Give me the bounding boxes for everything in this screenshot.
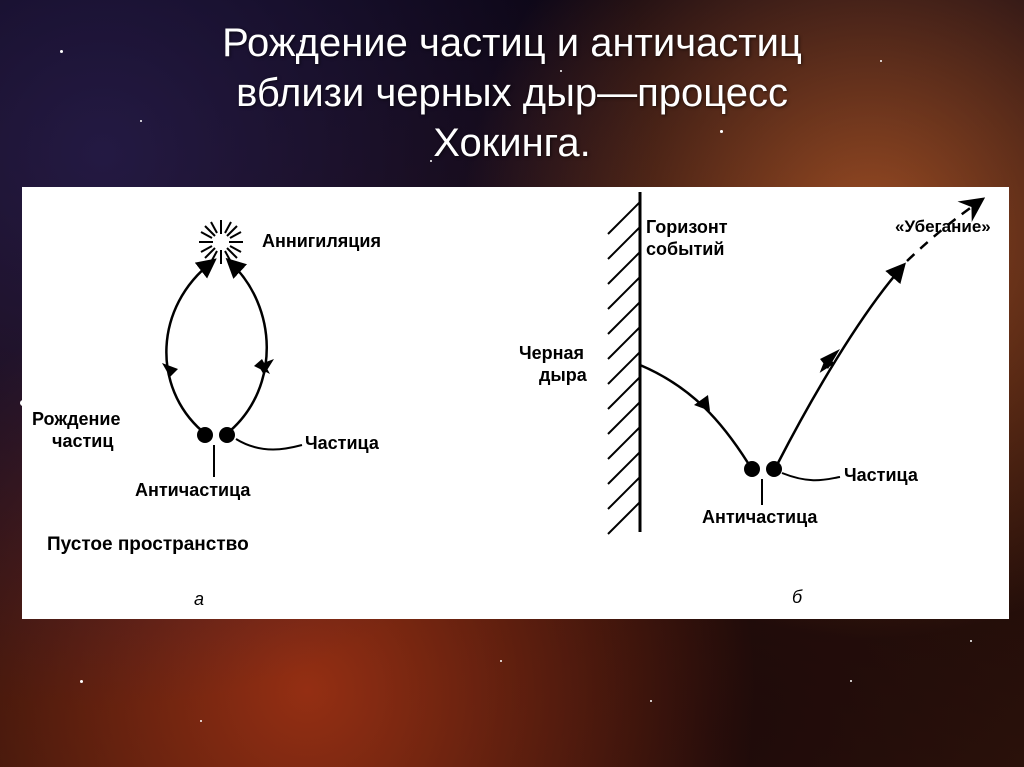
label-blackhole1: Черная bbox=[519, 343, 584, 364]
label-empty-space: Пустое пространство bbox=[47, 534, 249, 556]
title-line3: Хокинга. bbox=[433, 121, 590, 165]
label-birth1: Рождение bbox=[32, 409, 120, 430]
antiparticle-path-a bbox=[166, 262, 212, 431]
antiparticle-path-b bbox=[640, 365, 748, 463]
label-horizon1: Горизонт bbox=[646, 217, 728, 238]
label-escape: «Убегание» bbox=[895, 217, 991, 237]
diagram-panel: Аннигиляция Рождение частиц Частица Анти… bbox=[22, 187, 1009, 619]
title-line2: вблизи черных дыр—процесс bbox=[236, 71, 788, 115]
label-blackhole2: дыра bbox=[539, 365, 587, 386]
label-particle-b: Частица bbox=[844, 465, 918, 486]
panel-label-b: б bbox=[792, 587, 802, 608]
label-antiparticle-a: Античастица bbox=[135, 480, 250, 501]
label-antiparticle-b: Античастица bbox=[702, 507, 817, 528]
particle-escape-solid bbox=[778, 267, 902, 463]
particle-path-a bbox=[230, 262, 267, 431]
annihilation-burst-icon bbox=[199, 220, 243, 264]
antiparticle-dot-b bbox=[744, 461, 760, 477]
title-line1: Рождение частиц и античастиц bbox=[222, 21, 802, 65]
label-annihilation: Аннигиляция bbox=[262, 231, 381, 252]
panel-label-a: а bbox=[194, 589, 204, 610]
black-hole-hatching-icon bbox=[608, 202, 640, 534]
label-horizon2: событий bbox=[646, 239, 724, 260]
label-birth2: частиц bbox=[52, 431, 113, 452]
slide-title: Рождение частиц и античастиц вблизи черн… bbox=[0, 18, 1024, 168]
label-particle-a: Частица bbox=[305, 433, 379, 454]
particle-dot-b bbox=[766, 461, 782, 477]
